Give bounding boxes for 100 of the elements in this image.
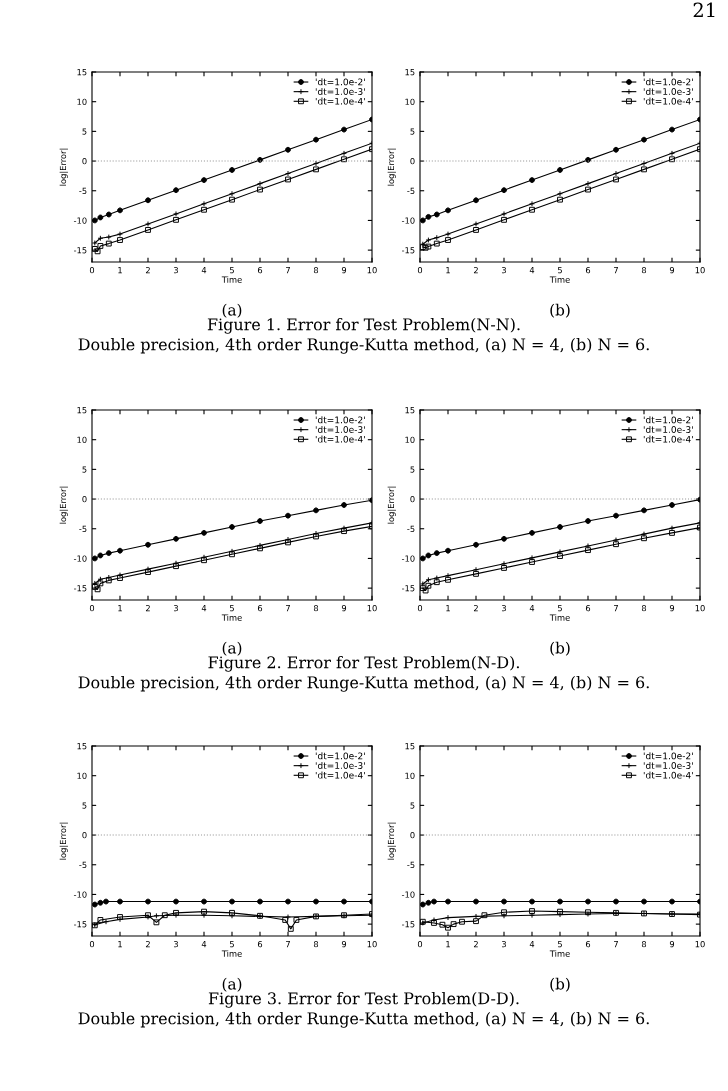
y-tick-label: -10 [73,555,87,562]
legend-label: 'dt=1.0e-2' [643,78,693,86]
x-tick-label: 3 [501,267,506,274]
y-tick-label: 15 [77,69,87,76]
x-tick-label: 0 [89,941,95,948]
text: (a) [222,303,242,318]
x-tick-label: 0 [89,605,95,612]
y-tick-label: 10 [77,436,87,443]
x-tick-label: 3 [501,941,506,948]
x-tick-label: 0 [417,267,423,274]
x-tick-label: 9 [669,941,675,948]
y-tick-label: -15 [401,585,415,592]
y-tick-label: 10 [405,98,415,105]
x-tick-label: 1 [118,267,122,274]
x-tick-label: 9 [669,267,675,274]
x-tick-label: 5 [557,267,562,274]
legend-label: 'dt=1.0e-2' [643,416,693,424]
y-axis-title: log|Error| [387,822,396,860]
x-tick-label: 5 [557,941,562,948]
y-tick-label: 5 [410,128,415,135]
y-tick-label: -10 [401,555,415,562]
y-tick-label: 5 [82,128,87,135]
x-tick-label: 5 [557,605,562,612]
y-tick-label: 10 [405,772,415,779]
x-tick-label: 2 [473,605,478,612]
x-tick-label: 5 [229,605,234,612]
legend-label: 'dt=1.0e-2' [315,416,365,424]
y-tick-label: -5 [79,861,87,869]
x-tick-label: 2 [145,605,150,612]
x-tick-label: 6 [257,267,263,274]
x-tick-label: 8 [641,605,647,612]
x-axis-title: Time [549,614,570,621]
x-tick-label: 5 [229,941,234,948]
y-axis-title: log|Error| [59,148,68,186]
x-tick-label: 10 [367,605,377,612]
y-tick-label: -10 [73,217,87,224]
text: (b) [550,303,570,318]
y-tick-label: -15 [73,921,87,928]
x-tick-label: 10 [367,267,377,274]
x-tick-label: 6 [257,941,263,948]
text: (b) [550,977,570,992]
y-tick-label: -15 [73,247,87,254]
x-tick-label: 2 [145,941,150,948]
legend-label: 'dt=1.0e-4' [315,97,365,105]
x-tick-label: 2 [473,267,478,274]
x-tick-label: 9 [341,941,347,948]
y-tick-label: -5 [407,861,415,869]
text: 21 [693,2,715,17]
y-tick-label: 15 [405,743,415,750]
y-tick-label: 15 [405,407,415,414]
x-tick-label: 1 [446,267,450,274]
y-axis-title: log|Error| [59,486,68,524]
y-tick-label: 0 [82,832,87,839]
x-tick-label: 1 [118,605,122,612]
x-tick-label: 6 [257,605,263,612]
x-axis-title: Time [549,276,570,283]
y-tick-label: -15 [73,585,87,592]
x-tick-label: 10 [695,605,705,612]
x-tick-label: 6 [585,941,591,948]
x-axis-title: Time [221,950,242,957]
y-tick-label: -5 [79,187,87,195]
x-axis-title: Time [549,950,570,957]
x-tick-label: 3 [173,941,178,948]
x-tick-label: 6 [585,605,591,612]
legend-label: 'dt=1.0e-3' [315,87,365,95]
x-tick-label: 8 [641,267,647,274]
x-tick-label: 8 [313,605,319,612]
y-tick-label: 0 [410,496,415,503]
x-tick-label: 2 [473,941,478,948]
y-axis-title: log|Error| [59,822,68,860]
y-tick-label: -10 [401,891,415,898]
text: Double precision, 4th order Runge-Kutta method, (a) N = 4, (b) N = 6. [78,676,649,692]
x-axis-title: Time [221,614,242,621]
y-tick-label: 15 [77,407,87,414]
legend-label: 'dt=1.0e-3' [643,761,693,769]
x-tick-label: 9 [341,267,347,274]
x-tick-label: 1 [118,941,122,948]
x-tick-label: 4 [201,941,207,948]
y-tick-label: -5 [407,525,415,533]
x-tick-label: 0 [417,605,423,612]
x-tick-label: 0 [417,941,423,948]
y-tick-label: 10 [77,772,87,779]
y-tick-label: 5 [82,466,87,473]
x-tick-label: 7 [614,605,618,612]
x-axis-title: Time [221,276,242,283]
x-tick-label: 7 [286,267,290,274]
y-axis-title: log|Error| [387,148,396,186]
x-tick-label: 7 [286,941,290,948]
x-tick-label: 10 [367,941,377,948]
caption: Figure 1. Error for Test Problem(N-N). [207,318,520,334]
text: Double precision, 4th order Runge-Kutta method, (a) N = 4, (b) N = 6. [78,338,649,354]
y-tick-label: 0 [82,496,87,503]
y-tick-label: -15 [401,247,415,254]
y-axis-title: log|Error| [387,486,396,524]
caption: Figure 2. Error for Test Problem(N-D). [208,656,519,672]
x-tick-label: 3 [173,267,178,274]
x-tick-label: 4 [529,605,535,612]
y-tick-label: -10 [73,891,87,898]
legend-label: 'dt=1.0e-3' [643,87,693,95]
legend-label: 'dt=1.0e-3' [315,425,365,433]
